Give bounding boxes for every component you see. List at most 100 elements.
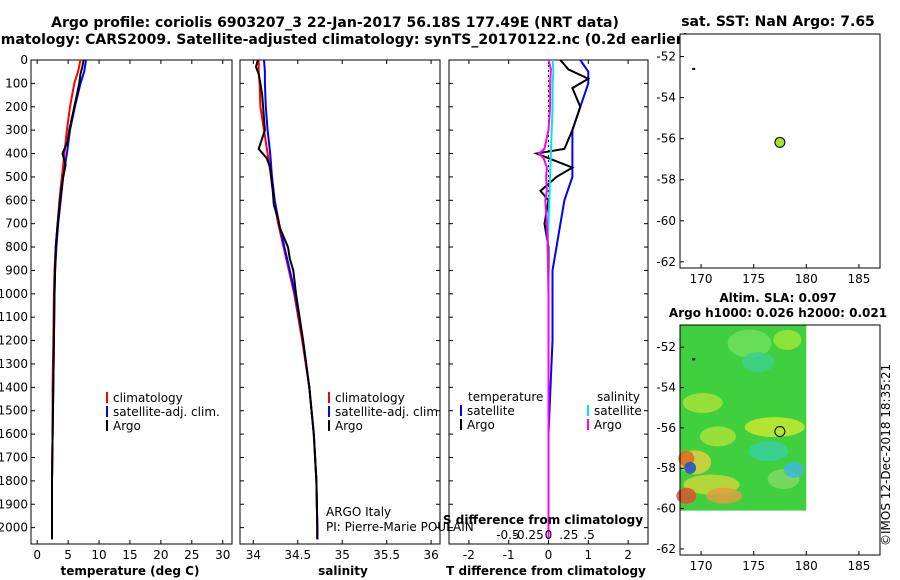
- difference-xtick-label: 1: [584, 548, 592, 562]
- difference-salinity-legend-label: Argo: [594, 418, 622, 432]
- sst-map-ytick-label: -60: [656, 214, 676, 228]
- temperature-ytick-label: 1000: [0, 287, 28, 301]
- temperature-ytick-label: 500: [5, 170, 28, 184]
- temperature-xtick-label: 25: [184, 548, 199, 562]
- temperature-ytick-label: 900: [5, 263, 28, 277]
- sst-map-coast-mark: [692, 67, 696, 70]
- temperature-xtick-label: 15: [122, 548, 137, 562]
- difference-panel: -2 -1 0 1 2-0.5-0.25 0.25.5temperaturesatelli…: [448, 59, 649, 562]
- sla-map-title-2: Argo h1000: 0.026 h2000: 0.021: [669, 306, 887, 320]
- temperature-legend-label: Argo: [113, 419, 141, 433]
- temperature-legend-label: climatology: [113, 391, 183, 405]
- difference-x2tick-label: 0: [545, 528, 553, 542]
- salinity-legend-label: climatology: [335, 391, 405, 405]
- temperature-ytick-label: 600: [5, 193, 28, 207]
- imos-credit: ©IMOS 12-Dec-2018 18:35:21: [879, 364, 893, 546]
- difference-xtick-label: -1: [503, 548, 515, 562]
- difference-series-salinity-argo: [537, 59, 552, 540]
- salinity-frame: [239, 59, 441, 545]
- sst-map-xtick-label: 180: [795, 272, 818, 286]
- difference-x2tick-label: -0.5: [496, 528, 519, 542]
- temperature-ytick-label: 1600: [0, 427, 28, 441]
- difference-temperature-legend-label: satellite: [467, 404, 515, 418]
- sla-map-ytick-label: -54: [656, 381, 676, 395]
- salinity-legend-label: Argo: [335, 419, 363, 433]
- sla-map-anomaly-patch: [699, 426, 736, 447]
- sst-map-xtick-label: 185: [847, 272, 870, 286]
- temperature-ytick-label: 0: [20, 53, 28, 67]
- salinity-xtick-label: 34: [246, 548, 261, 562]
- temperature-ytick-label: 1100: [0, 310, 28, 324]
- temperature-ytick-label: 1400: [0, 380, 28, 394]
- temperature-ytick-label: 800: [5, 240, 28, 254]
- sst-map-ytick-label: -52: [656, 50, 676, 64]
- sla-map-anomaly-patch: [783, 461, 804, 478]
- sst-map-argo-float-marker: [774, 136, 786, 148]
- sla-map-xtick-label: 180: [795, 559, 818, 573]
- temperature-ytick-label: 200: [5, 100, 28, 114]
- difference-temperature-legend-label: Argo: [467, 418, 495, 432]
- difference-legend-salinity-title: salinity: [597, 390, 640, 404]
- difference-x2tick-label: .25: [559, 528, 578, 542]
- salinity-xtick-label: 34.5: [284, 548, 311, 562]
- sla-map-frame: [679, 324, 881, 556]
- title-line-2: Climatology: CARS2009. Satellite-adjuste…: [0, 32, 689, 48]
- temperature-ytick-label: 700: [5, 217, 28, 231]
- t-difference-xlabel: T difference from climatology: [446, 564, 646, 578]
- s-difference-label: S difference from climatology: [443, 513, 643, 527]
- sla-map-anomaly-patch: [727, 329, 772, 358]
- sla-map-anomaly-patch: [744, 417, 805, 438]
- sla-map-ytick-label: -62: [656, 542, 676, 556]
- temperature-xtick-label: 5: [64, 548, 72, 562]
- sla-map-anomaly-patch: [773, 329, 802, 350]
- temperature-panel: 0 5 10 15 20 25 300100200300400500600700800900…: [0, 53, 233, 562]
- sst-map-ytick-label: -62: [656, 255, 676, 269]
- salinity-xlabel: salinity: [318, 564, 368, 578]
- sla-map-ytick-label: -56: [656, 421, 676, 435]
- salinity-legend-label: satellite-adj. clim.: [335, 405, 442, 419]
- temperature-frame: [30, 59, 233, 545]
- temperature-xlabel: temperature (deg C): [61, 564, 200, 578]
- temperature-series-argo: [51, 59, 85, 540]
- difference-salinity-legend-label: satellite: [594, 404, 642, 418]
- temperature-ytick-label: 2000: [0, 521, 28, 535]
- salinity-panel: 34 34.5 35 35.5 36 climatologysatellite-adj. …: [239, 59, 442, 562]
- sla-map-ytick-label: -58: [656, 461, 676, 475]
- salinity-xtick-label: 35: [335, 548, 350, 562]
- difference-xtick-label: 2: [624, 548, 632, 562]
- difference-xtick-label: 0: [545, 548, 553, 562]
- sla-map-title-1: Altim. SLA: 0.097: [719, 291, 836, 305]
- sst-map-ytick-label: -58: [656, 173, 676, 187]
- sst-map-ytick-label: -56: [656, 132, 676, 146]
- sla-map-anomaly-patch: [742, 352, 775, 373]
- temperature-xtick-label: 20: [153, 548, 168, 562]
- temperature-legend-label: satellite-adj. clim.: [113, 405, 220, 419]
- sst-map-background: [680, 34, 880, 268]
- temperature-ytick-label: 1200: [0, 334, 28, 348]
- temperature-ytick-label: 300: [5, 123, 28, 137]
- sst-map-ytick-label: -54: [656, 91, 676, 105]
- sla-map-anomaly-patch: [682, 392, 723, 413]
- sla-map-anomaly-patch: [684, 461, 697, 474]
- sla-map-coast-mark: [692, 358, 696, 361]
- sst-map-frame: [679, 33, 881, 269]
- sla-map-xtick-label: 175: [742, 559, 765, 573]
- difference-xtick-label: -2: [463, 548, 475, 562]
- title-line-1: Argo profile: coriolis 6903207_3 22-Jan-…: [51, 15, 619, 31]
- sst-map-xtick-label: 170: [690, 272, 713, 286]
- salinity-xtick-label: 35.5: [373, 548, 400, 562]
- sla-map-panel: 170 175 180 185 -52 -54 -56 -58 -60 -62: [656, 324, 881, 573]
- temperature-ytick-label: 1300: [0, 357, 28, 371]
- sla-map-anomaly-patch: [706, 487, 743, 504]
- temperature-ytick-label: 1500: [0, 404, 28, 418]
- sla-map-argo-float-marker: [774, 426, 786, 438]
- salinity-xtick-label: 36: [423, 548, 438, 562]
- sla-map-xtick-label: 185: [847, 559, 870, 573]
- difference-x2tick-label: .5: [583, 528, 594, 542]
- temperature-xtick-label: 0: [33, 548, 41, 562]
- sst-map-xtick-label: 175: [742, 272, 765, 286]
- temperature-ytick-label: 100: [5, 76, 28, 90]
- sla-map-xtick-label: 170: [690, 559, 713, 573]
- sla-map-anomaly-patch: [676, 487, 697, 504]
